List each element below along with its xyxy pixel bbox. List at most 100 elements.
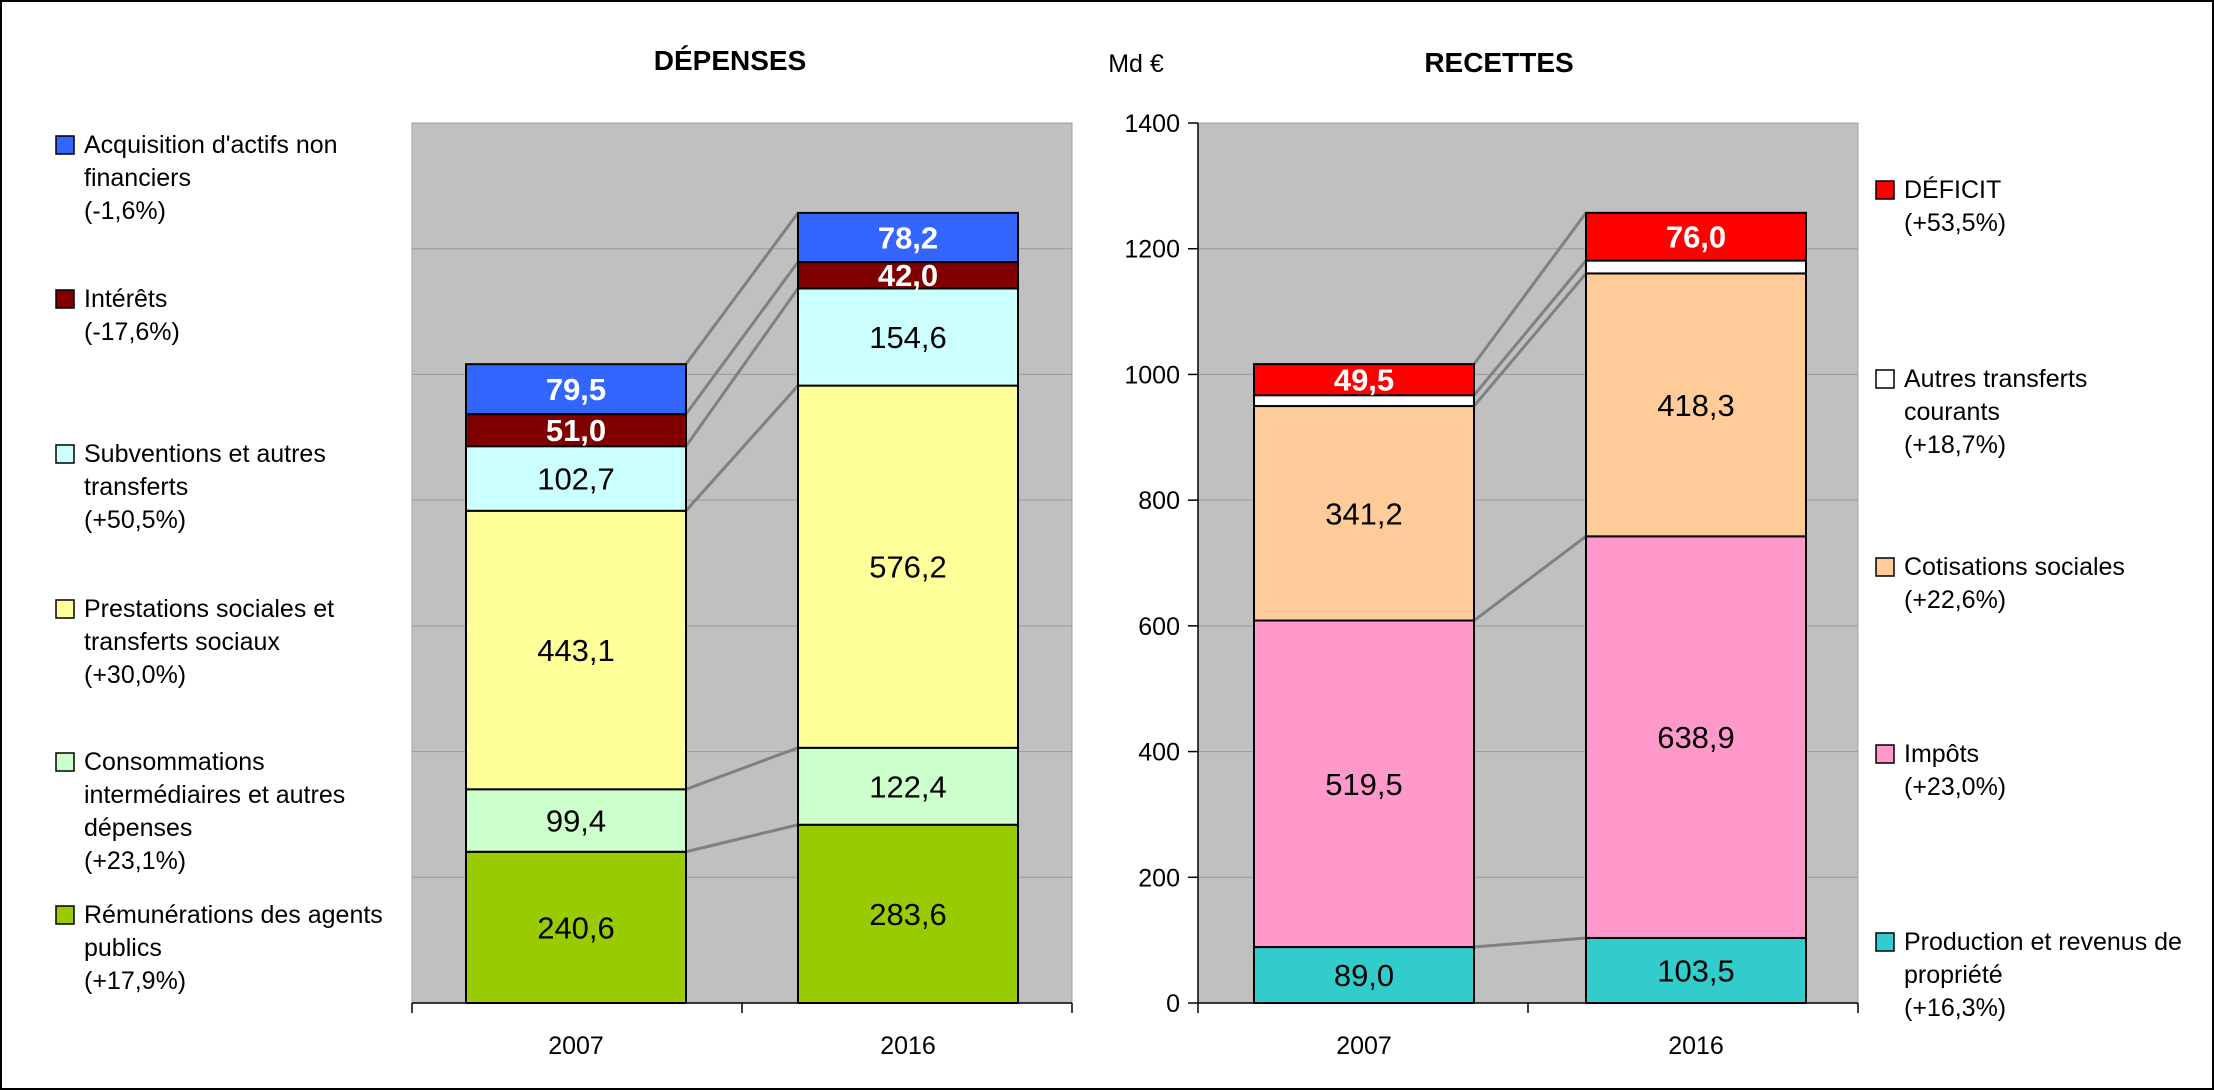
bar-recettes-2016-1 <box>1585 535 1807 939</box>
bar-label-depenses-2016-4: 42,0 <box>878 258 938 293</box>
legend-label-recettes-1-0: Autres transferts <box>1904 365 2087 393</box>
bar-label-recettes-2007-0: 89,0 <box>1334 958 1394 993</box>
connector-depenses-4 <box>684 261 800 416</box>
bar-depenses-2007-1 <box>465 788 687 853</box>
legend-label-depenses-2-0: Subventions et autres <box>84 440 326 468</box>
legend-swatch-recettes-2 <box>1875 557 1895 577</box>
legend-change-depenses-2: (+50,5%) <box>84 506 186 534</box>
legend-change-recettes-0: (+53,5%) <box>1904 209 2006 237</box>
legend-depenses: Acquisition d'actifs non financiers (-1,6%… <box>55 131 383 995</box>
legend-label-recettes-2-0: Cotisations sociales <box>1904 553 2125 581</box>
connector-recettes-0 <box>1473 936 1587 949</box>
legend-label-depenses-5-0: Rémunérations des agents <box>84 901 383 929</box>
legend-label-depenses-2-1: transferts <box>84 473 188 501</box>
bar-recettes-2007-1 <box>1253 619 1475 949</box>
legend-swatch-recettes-4 <box>1875 932 1895 952</box>
y-axis-label: Md € <box>1108 50 1164 78</box>
bar-label-depenses-2007-3: 102,7 <box>537 461 615 496</box>
legend-label-recettes-0-0: DÉFICIT <box>1904 175 2001 204</box>
legend-change-depenses-1: (-17,6%) <box>84 318 180 346</box>
legend-swatch-depenses-5 <box>55 905 75 925</box>
bar-recettes-2016-3 <box>1585 259 1807 275</box>
title-recettes: RECETTES <box>1424 47 1573 78</box>
legend-label-depenses-4-0: Consommations <box>84 748 265 776</box>
legend-swatch-depenses-2 <box>55 444 75 464</box>
bar-label-recettes-2016-4: 76,0 <box>1666 220 1726 255</box>
legend-swatch-recettes-3 <box>1875 744 1895 764</box>
bar-label-depenses-2016-3: 154,6 <box>869 320 947 355</box>
connector-depenses-1 <box>685 746 799 791</box>
legend-change-recettes-1: (+18,7%) <box>1904 431 2006 459</box>
bar-depenses-2016-4 <box>797 261 1019 290</box>
y-tick-label-0: 0 <box>1166 990 1180 1018</box>
x-tick-label-recettes-2007: 2007 <box>1336 1032 1392 1060</box>
bar-recettes-2007-4 <box>1253 363 1475 397</box>
legend-label-depenses-1-0: Intérêts <box>84 285 167 313</box>
bar-depenses-2007-3 <box>465 445 687 512</box>
legend-change-depenses-4: (+23,1%) <box>84 847 186 875</box>
y-tick-label-1200: 1200 <box>1124 236 1180 264</box>
y-tick-label-800: 800 <box>1138 487 1180 515</box>
legend-label-recettes-4-1: propriété <box>1904 961 2003 989</box>
bar-recettes-2016-2 <box>1585 272 1807 538</box>
bar-label-recettes-2016-2: 418,3 <box>1657 388 1735 423</box>
bar-depenses-2016-1 <box>797 746 1019 826</box>
legend-change-depenses-0: (-1,6%) <box>84 197 166 225</box>
legend-change-recettes-3: (+23,0%) <box>1904 773 2006 801</box>
connector-recettes-4 <box>1472 211 1588 366</box>
legend-label-depenses-0-0: Acquisition d'actifs non <box>84 131 338 159</box>
x-tick-label-recettes-2016: 2016 <box>1668 1032 1724 1060</box>
connector-depenses-5 <box>684 211 800 366</box>
bar-depenses-2007-5 <box>465 363 687 416</box>
connector-lines <box>684 211 1588 949</box>
bar-label-depenses-2007-2: 443,1 <box>537 633 615 668</box>
legend-change-recettes-4: (+16,3%) <box>1904 994 2006 1022</box>
y-tick-label-1000: 1000 <box>1124 361 1180 389</box>
legend-recettes: DÉFICIT (+53,5%) Autres transferts courants… <box>1875 175 2182 1022</box>
bar-label-recettes-2007-2: 341,2 <box>1325 496 1403 531</box>
connector-recettes-1 <box>1473 535 1587 622</box>
bar-recettes-2016-4 <box>1585 211 1807 262</box>
legend-label-recettes-3-0: Impôts <box>1904 740 1979 768</box>
connector-depenses-3 <box>684 287 800 448</box>
bar-depenses-2007-0 <box>465 850 687 1004</box>
bar-label-depenses-2016-5: 78,2 <box>878 220 938 255</box>
bar-label-recettes-2016-1: 638,9 <box>1657 720 1735 755</box>
bar-value-labels: 240,6 99,4 443,1 102,7 51,0 79,5 283,6 122,4 576… <box>537 220 1735 993</box>
bar-depenses-2016-2 <box>797 384 1019 749</box>
axes: 2007 2016 2007 2016 0 200 400 600 800 1000 1200 140… <box>411 110 1859 1060</box>
bar-label-depenses-2007-5: 79,5 <box>546 372 606 407</box>
legend-swatch-depenses-4 <box>55 752 75 772</box>
legend-swatch-depenses-1 <box>55 289 75 309</box>
connector-recettes-3 <box>1472 259 1588 397</box>
bar-label-depenses-2016-1: 122,4 <box>869 769 947 804</box>
legend-swatch-depenses-0 <box>55 135 75 155</box>
connector-depenses-0 <box>685 823 799 854</box>
bars <box>465 211 1807 1005</box>
bar-recettes-2016-0 <box>1585 936 1807 1005</box>
bar-label-depenses-2016-0: 283,6 <box>869 897 947 932</box>
bar-label-recettes-2016-0: 103,5 <box>1657 953 1735 988</box>
legend-change-depenses-5: (+17,9%) <box>84 967 186 995</box>
legend-swatch-recettes-0 <box>1875 180 1895 200</box>
legend-swatch-depenses-3 <box>55 599 75 619</box>
bar-recettes-2007-0 <box>1253 946 1475 1004</box>
y-tick-label-1400: 1400 <box>1124 110 1180 138</box>
bar-label-recettes-2007-4: 49,5 <box>1334 363 1394 398</box>
connector-recettes-2 <box>1472 272 1588 408</box>
legend-label-depenses-5-1: publics <box>84 934 162 962</box>
legend-label-recettes-1-1: courants <box>1904 398 2000 426</box>
legend-label-depenses-3-1: transferts sociaux <box>84 628 280 656</box>
legend-change-depenses-3: (+30,0%) <box>84 661 186 689</box>
bar-label-depenses-2007-4: 51,0 <box>546 413 606 448</box>
legend-label-depenses-3-0: Prestations sociales et <box>84 595 334 623</box>
x-tick-label-depenses-2016: 2016 <box>880 1032 936 1060</box>
bar-depenses-2016-3 <box>797 287 1019 387</box>
y-tick-label-600: 600 <box>1138 613 1180 641</box>
bar-depenses-2016-5 <box>797 211 1019 264</box>
legend-label-recettes-4-0: Production et revenus de <box>1904 928 2182 956</box>
y-tick-label-200: 200 <box>1138 864 1180 892</box>
x-tick-label-depenses-2007: 2007 <box>548 1032 604 1060</box>
bar-label-depenses-2007-1: 99,4 <box>546 804 606 839</box>
